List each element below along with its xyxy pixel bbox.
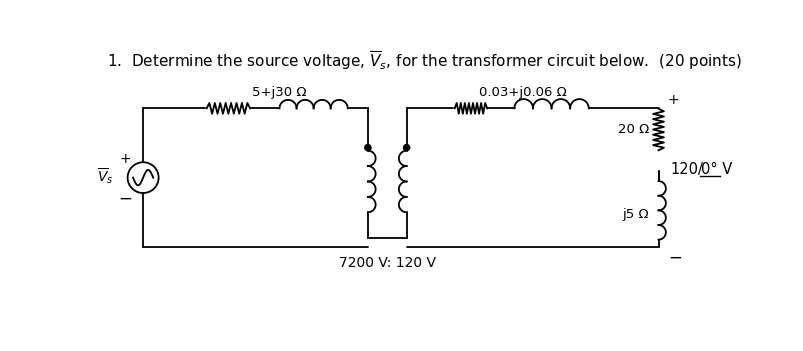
Circle shape (403, 145, 410, 151)
Circle shape (365, 145, 370, 151)
Text: 120/: 120/ (669, 163, 702, 178)
Text: +: + (667, 93, 679, 107)
Text: $\overline{V}_s$: $\overline{V}_s$ (97, 166, 113, 186)
Text: −: − (118, 190, 132, 207)
Text: 5+j30 Ω: 5+j30 Ω (251, 86, 306, 99)
Text: +: + (120, 152, 131, 166)
Text: 0° V: 0° V (700, 163, 732, 178)
Text: 20 Ω: 20 Ω (618, 124, 648, 137)
Text: 1.  Determine the source voltage, $\overline{V}_s$, for the transformer circuit : 1. Determine the source voltage, $\overl… (107, 49, 741, 72)
Text: 7200 V: 120 V: 7200 V: 120 V (338, 256, 435, 270)
Text: j5 Ω: j5 Ω (622, 208, 648, 221)
Text: 0.03+j0.06 Ω: 0.03+j0.06 Ω (479, 86, 566, 99)
Text: −: − (667, 249, 681, 266)
